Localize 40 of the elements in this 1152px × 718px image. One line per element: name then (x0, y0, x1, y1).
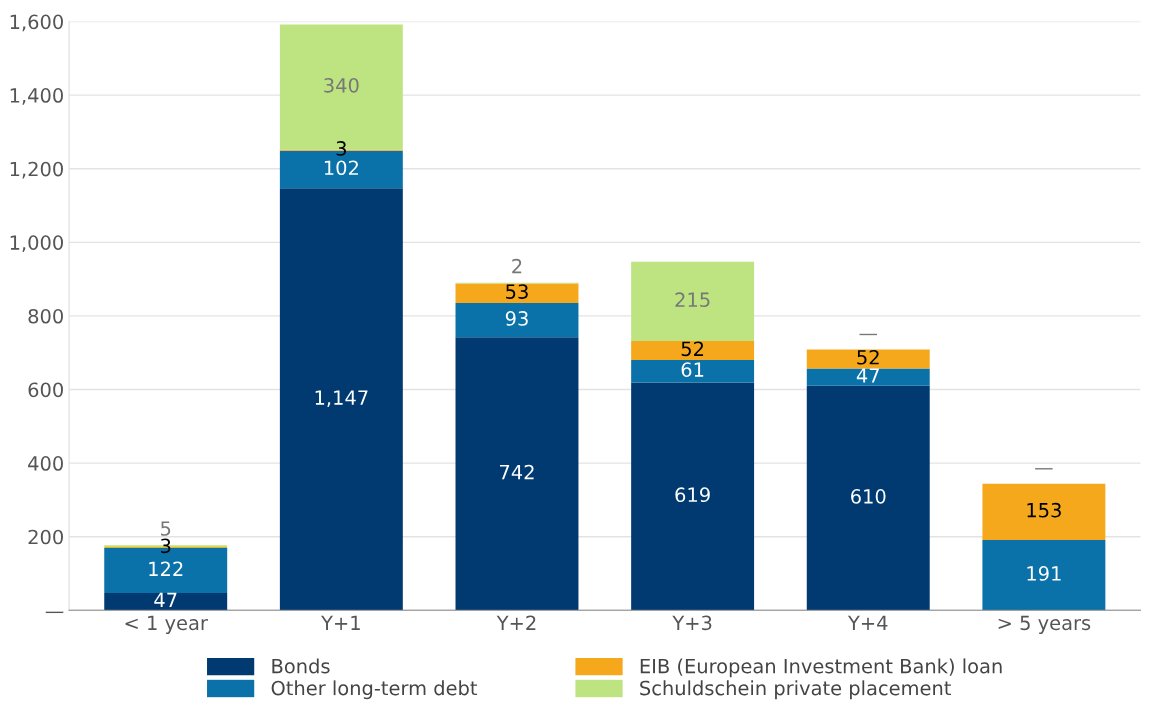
y-tick-label: 600 (28, 382, 63, 398)
y-tick-label: 400 (28, 456, 63, 471)
legend-label: Bonds (272, 658, 330, 674)
data-label: 742 (500, 464, 534, 480)
data-label: 122 (149, 561, 183, 576)
y-tick-label: 800 (28, 308, 63, 324)
legend-label: Schuldschein private placement (640, 680, 951, 700)
data-label: 93 (505, 311, 528, 326)
y-tick-label: 1,200 (10, 161, 63, 179)
data-label: 52 (857, 349, 879, 365)
data-label: 340 (324, 77, 359, 93)
data-label: 53 (506, 284, 528, 299)
data-label: 5 (161, 521, 171, 536)
x-tick-label: < 1 year (125, 615, 208, 634)
data-label: — (859, 333, 878, 336)
data-label: — (1035, 468, 1053, 470)
data-label: 191 (1027, 566, 1061, 581)
data-label: 61 (681, 362, 704, 377)
y-tick-label: 1,600 (10, 14, 63, 32)
data-label: 102 (324, 160, 358, 176)
data-label: 215 (675, 292, 710, 308)
data-label: 153 (1027, 502, 1061, 518)
y-tick-label: 200 (28, 529, 63, 545)
y-tick-label: — (45, 611, 64, 614)
legend-label: EIB (European Investment Bank) loan (640, 658, 1002, 678)
x-tick-label: Y+3 (672, 615, 712, 631)
x-tick-label: > 5 years (998, 615, 1091, 634)
y-tick-label: 1,400 (10, 88, 63, 105)
data-label: 47 (154, 592, 177, 608)
x-tick-label: Y+4 (847, 615, 888, 630)
data-label: 610 (851, 489, 886, 504)
data-label: 2 (512, 258, 522, 274)
x-tick-label: Y+1 (321, 615, 360, 630)
legend-label: Other long-term debt (271, 680, 478, 700)
x-tick-label: Y+2 (496, 615, 536, 630)
data-label: 52 (681, 341, 704, 357)
data-label: 1,147 (315, 390, 368, 407)
data-label: 47 (856, 368, 879, 383)
y-tick-label: 1,000 (10, 235, 63, 252)
data-label: 619 (675, 487, 710, 503)
